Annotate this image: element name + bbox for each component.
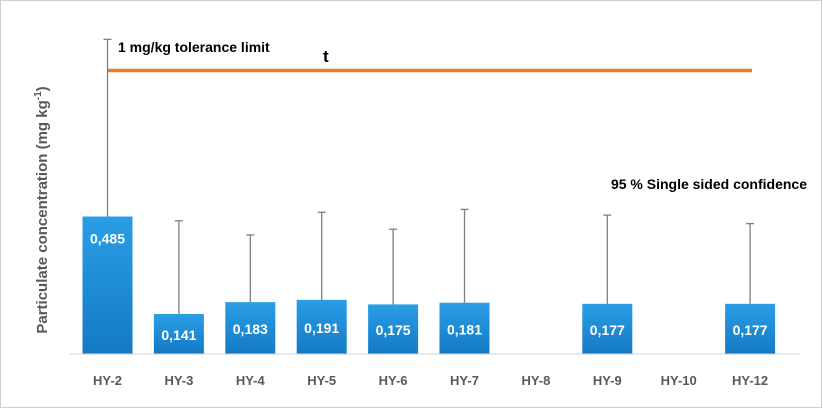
bar-hy-3 bbox=[153, 314, 204, 354]
y-axis-label-main: Particulate concentration (mg kg bbox=[34, 100, 51, 333]
x-tick-hy-4: HY-4 bbox=[236, 373, 266, 388]
value-label-hy-9: 0,177 bbox=[590, 322, 625, 338]
bar-hy-12 bbox=[725, 303, 776, 354]
x-tick-hy-7: HY-7 bbox=[450, 373, 479, 388]
x-tick-hy-9: HY-9 bbox=[593, 373, 622, 388]
tolerance-limit-marker: t bbox=[323, 47, 329, 66]
value-label-hy-6: 0,175 bbox=[376, 322, 411, 338]
x-tick-hy-10: HY-10 bbox=[661, 373, 697, 388]
value-label-hy-7: 0,181 bbox=[447, 321, 482, 337]
x-tick-hy-2: HY-2 bbox=[93, 373, 122, 388]
bar-hy-6 bbox=[368, 304, 419, 354]
tolerance-limit-label: 1 mg/kg tolerance limit bbox=[118, 39, 270, 55]
value-labels-group: 0,485 0,141 0,183 0,191 0,175 0,181 0,177 0,177 bbox=[90, 231, 768, 344]
x-tick-hy-6: HY-6 bbox=[379, 373, 408, 388]
confidence-annotation: 95 % Single sided confidence bbox=[611, 176, 807, 192]
value-label-hy-5: 0,191 bbox=[304, 320, 339, 336]
bar-hy-7 bbox=[439, 302, 490, 354]
value-label-hy-12: 0,177 bbox=[733, 322, 768, 338]
bar-hy-5 bbox=[296, 299, 347, 354]
y-axis-label-sup: -1 bbox=[33, 91, 44, 100]
bars-group bbox=[82, 216, 776, 354]
x-tick-hy-5: HY-5 bbox=[307, 373, 336, 388]
error-bars-group bbox=[103, 38, 755, 315]
value-label-hy-4: 0,183 bbox=[233, 321, 268, 337]
value-label-hy-2: 0,485 bbox=[90, 231, 125, 247]
bar-hy-9 bbox=[582, 303, 633, 354]
bar-hy-2 bbox=[82, 216, 133, 354]
x-tick-hy-8: HY-8 bbox=[521, 373, 550, 388]
x-tick-hy-3: HY-3 bbox=[164, 373, 193, 388]
value-label-hy-3: 0,141 bbox=[161, 327, 196, 343]
x-tick-hy-12: HY-12 bbox=[732, 373, 768, 388]
x-tick-labels-group: HY-2 HY-3 HY-4 HY-5 HY-6 HY-7 HY-8 HY-9 HY-10 HY-… bbox=[93, 373, 768, 388]
y-axis-label-close: ) bbox=[34, 86, 51, 91]
bar-hy-4 bbox=[225, 302, 276, 354]
y-axis-label: Particulate concentration (mg kg-1) bbox=[33, 86, 51, 333]
